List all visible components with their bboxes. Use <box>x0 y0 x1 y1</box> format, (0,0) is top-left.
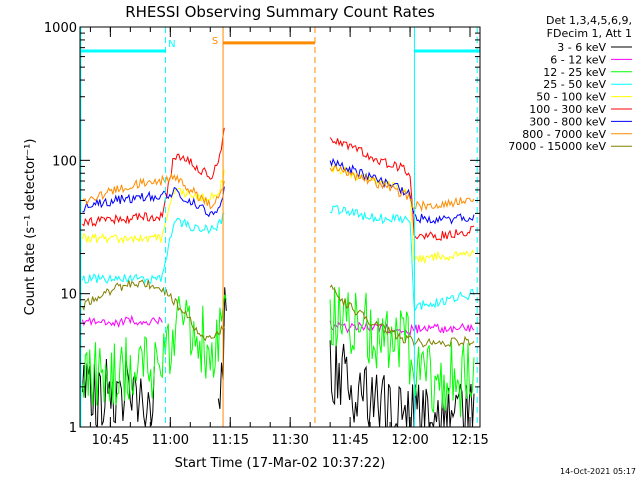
legend-label-7: 300 - 800 keV <box>529 115 606 128</box>
series-line-8 <box>82 165 475 212</box>
annotation-label-n: N <box>168 39 175 50</box>
x-axis-label: Start Time (17-Mar-02 10:37:22) <box>175 456 386 471</box>
x-tick-label: 10:45 <box>92 433 129 448</box>
chart-title: RHESSI Observing Summary Count Rates <box>125 3 435 21</box>
x-tick-label: 12:15 <box>451 433 488 448</box>
x-tick-label: 11:00 <box>152 433 189 448</box>
y-axis-label: Count Rate (s⁻¹ detector⁻¹) <box>23 139 38 316</box>
x-tick-label: 11:15 <box>212 433 249 448</box>
x-tick-label: 12:00 <box>391 433 428 448</box>
legend-label-4: 25 - 50 keV <box>543 78 606 91</box>
legend-label-9: 7000 - 15000 keV <box>508 140 606 153</box>
legend-label-3: 12 - 25 keV <box>543 66 606 79</box>
legend-label-6: 100 - 300 keV <box>529 103 606 116</box>
y-axis: 1 10 100 1000 <box>44 21 480 436</box>
y-tick-label: 1 <box>69 421 77 436</box>
series-line-7 <box>82 157 475 225</box>
y-tick-label: 10 <box>60 288 77 303</box>
footer-timestamp: 14-Oct-2021 05:17 <box>560 467 636 476</box>
annotation-label-s: S <box>212 36 218 47</box>
legend-label-5: 50 - 100 keV <box>536 91 606 104</box>
x-tick-label: 11:45 <box>331 433 368 448</box>
y-tick-label: 1000 <box>44 21 77 36</box>
series-line-3 <box>81 286 475 418</box>
x-axis: 10:45 11:00 11:15 11:30 11:45 12:00 12:15 <box>89 27 489 448</box>
legend-header-line-1: Det 1,3,4,5,6,9, <box>546 14 632 27</box>
legend-label-2: 6 - 12 keV <box>550 53 606 66</box>
legend: Det 1,3,4,5,6,9, FDecim 1, Att 1 3 - 6 k… <box>508 14 632 153</box>
series-line-4 <box>81 205 475 312</box>
series-line-2 <box>81 314 475 337</box>
plot-frame <box>79 26 481 428</box>
series-line-9 <box>81 279 475 348</box>
plot-area <box>80 27 480 427</box>
legend-header-line-2: FDecim 1, Att 1 <box>547 27 632 40</box>
y-tick-label: 100 <box>52 154 77 169</box>
legend-label-1: 3 - 6 keV <box>557 41 606 54</box>
legend-label-8: 800 - 7000 keV <box>522 128 606 141</box>
x-tick-label: 11:30 <box>271 433 308 448</box>
series-line-6 <box>82 127 475 242</box>
